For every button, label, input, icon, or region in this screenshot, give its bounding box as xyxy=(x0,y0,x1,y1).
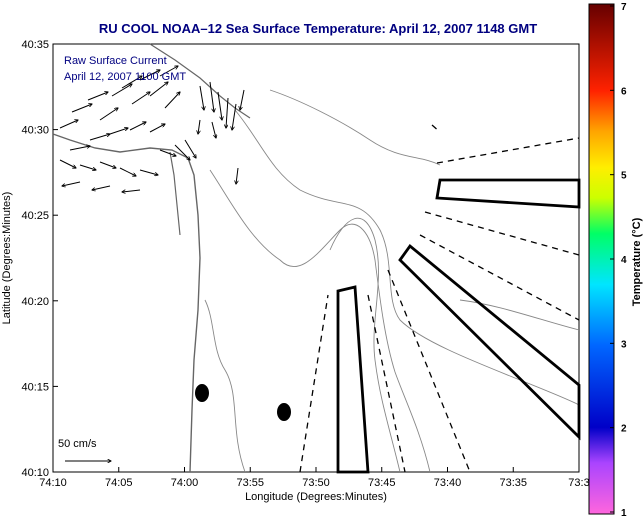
current-vector xyxy=(184,139,196,158)
colorbar-tick-label: 1 xyxy=(621,508,627,518)
current-vector xyxy=(89,134,110,141)
x-tick-label: 73:35 xyxy=(499,477,527,489)
y-tick-label: 40:25 xyxy=(21,210,49,222)
colorbar-tick-label: 3 xyxy=(621,339,627,350)
dashed-line xyxy=(424,211,580,256)
chart-title: RU COOL NOAA–12 Sea Surface Temperature:… xyxy=(99,21,537,36)
current-vector xyxy=(99,161,116,168)
current-vector xyxy=(122,189,141,192)
y-tick-label: 40:10 xyxy=(21,467,49,479)
current-vector xyxy=(149,124,165,133)
y-tick-label: 40:30 xyxy=(21,125,49,137)
contour-line xyxy=(329,217,401,473)
current-vector xyxy=(62,181,81,186)
dashed-line xyxy=(299,294,329,473)
current-vector xyxy=(139,70,160,81)
x-tick-label: 73:3 xyxy=(568,477,589,489)
colorbar: 7 6 5 4 3 2 1 Temperature (°C) xyxy=(588,2,643,518)
colorbar-tick-label: 2 xyxy=(621,424,627,435)
dashed-line xyxy=(419,234,580,321)
current-vector xyxy=(111,84,132,97)
current-vector xyxy=(119,167,136,176)
x-axis: 74:10 74:05 74:00 73:55 73:50 73:45 73:40 73:35… xyxy=(39,467,590,489)
current-vector xyxy=(149,82,168,97)
current-vector xyxy=(59,120,78,129)
current-vector xyxy=(217,91,222,120)
colorbar-label: Temperature (°C) xyxy=(631,217,643,306)
north-shore xyxy=(149,43,251,119)
mooring-marker xyxy=(277,403,291,421)
contour-line xyxy=(209,169,431,473)
plot-frame xyxy=(52,43,580,473)
legend-line-2: April 12, 2007 1100 GMT xyxy=(64,71,186,83)
contour-line xyxy=(204,299,246,473)
x-tick-label: 73:45 xyxy=(368,477,396,489)
current-vector xyxy=(159,66,178,77)
colorbar-tick-label: 4 xyxy=(621,255,627,266)
current-vector xyxy=(139,169,158,175)
survey-box-diagonal xyxy=(398,243,581,441)
x-axis-label: Longitude (Degrees:Minutes) xyxy=(245,491,387,503)
current-vector xyxy=(199,85,204,110)
current-vector xyxy=(121,76,142,89)
colorbar-tick-label: 7 xyxy=(621,2,627,13)
current-vector xyxy=(99,108,118,121)
survey-box-south xyxy=(336,285,370,474)
current-vector xyxy=(164,92,180,109)
current-vector xyxy=(71,104,92,113)
scale-label: 50 cm/s xyxy=(58,438,97,450)
y-axis: 40:35 40:30 40:25 40:20 40:15 40:10 xyxy=(21,39,58,479)
colorbar-tick-label: 5 xyxy=(621,171,627,182)
current-vector xyxy=(226,97,229,128)
current-vector xyxy=(92,185,111,190)
coastline xyxy=(52,133,201,473)
current-vector xyxy=(159,149,176,156)
sandy-hook-spit xyxy=(169,151,181,236)
current-vector xyxy=(232,103,237,130)
y-tick-label: 40:35 xyxy=(21,39,49,51)
current-vector xyxy=(198,119,201,134)
contour-line xyxy=(269,89,441,166)
current-vector xyxy=(129,122,146,131)
current-vector xyxy=(174,144,190,160)
colorbar-tick-label: 6 xyxy=(621,86,627,97)
current-vector xyxy=(211,121,216,138)
mooring-marker xyxy=(195,384,209,402)
colorbar-gradient xyxy=(588,3,615,515)
x-tick-label: 74:10 xyxy=(39,477,67,489)
current-vector xyxy=(79,164,96,170)
y-axis-label: Latitude (Degrees:Minutes) xyxy=(1,192,13,325)
dashed-line xyxy=(367,294,406,473)
current-vector xyxy=(109,128,128,135)
y-tick-label: 40:20 xyxy=(21,296,49,308)
current-vector xyxy=(131,92,150,105)
map-area: Raw Surface Current April 12, 2007 1100 … xyxy=(52,43,581,474)
x-tick-label: 74:00 xyxy=(171,477,199,489)
x-tick-label: 73:55 xyxy=(236,477,264,489)
current-vector xyxy=(87,92,108,101)
current-vector xyxy=(69,146,90,151)
legend-line-1: Raw Surface Current xyxy=(64,55,167,67)
current-vector xyxy=(59,159,76,168)
survey-boxes xyxy=(336,178,581,474)
survey-box-north xyxy=(435,178,581,209)
survey-dashed-lines xyxy=(299,124,580,473)
y-tick-label: 40:15 xyxy=(21,381,49,393)
contour-line xyxy=(459,299,580,331)
x-tick-label: 73:40 xyxy=(434,477,462,489)
current-vector xyxy=(240,89,245,110)
x-tick-label: 73:50 xyxy=(302,477,330,489)
x-tick-label: 74:05 xyxy=(105,477,133,489)
current-vector xyxy=(209,81,214,112)
current-vectors xyxy=(59,66,245,192)
colorbar-ticks: 7 6 5 4 3 2 1 xyxy=(610,2,627,518)
current-vector xyxy=(236,167,239,184)
dashed-line xyxy=(387,269,471,473)
dashed-line xyxy=(431,124,441,133)
dashed-line xyxy=(436,137,580,164)
